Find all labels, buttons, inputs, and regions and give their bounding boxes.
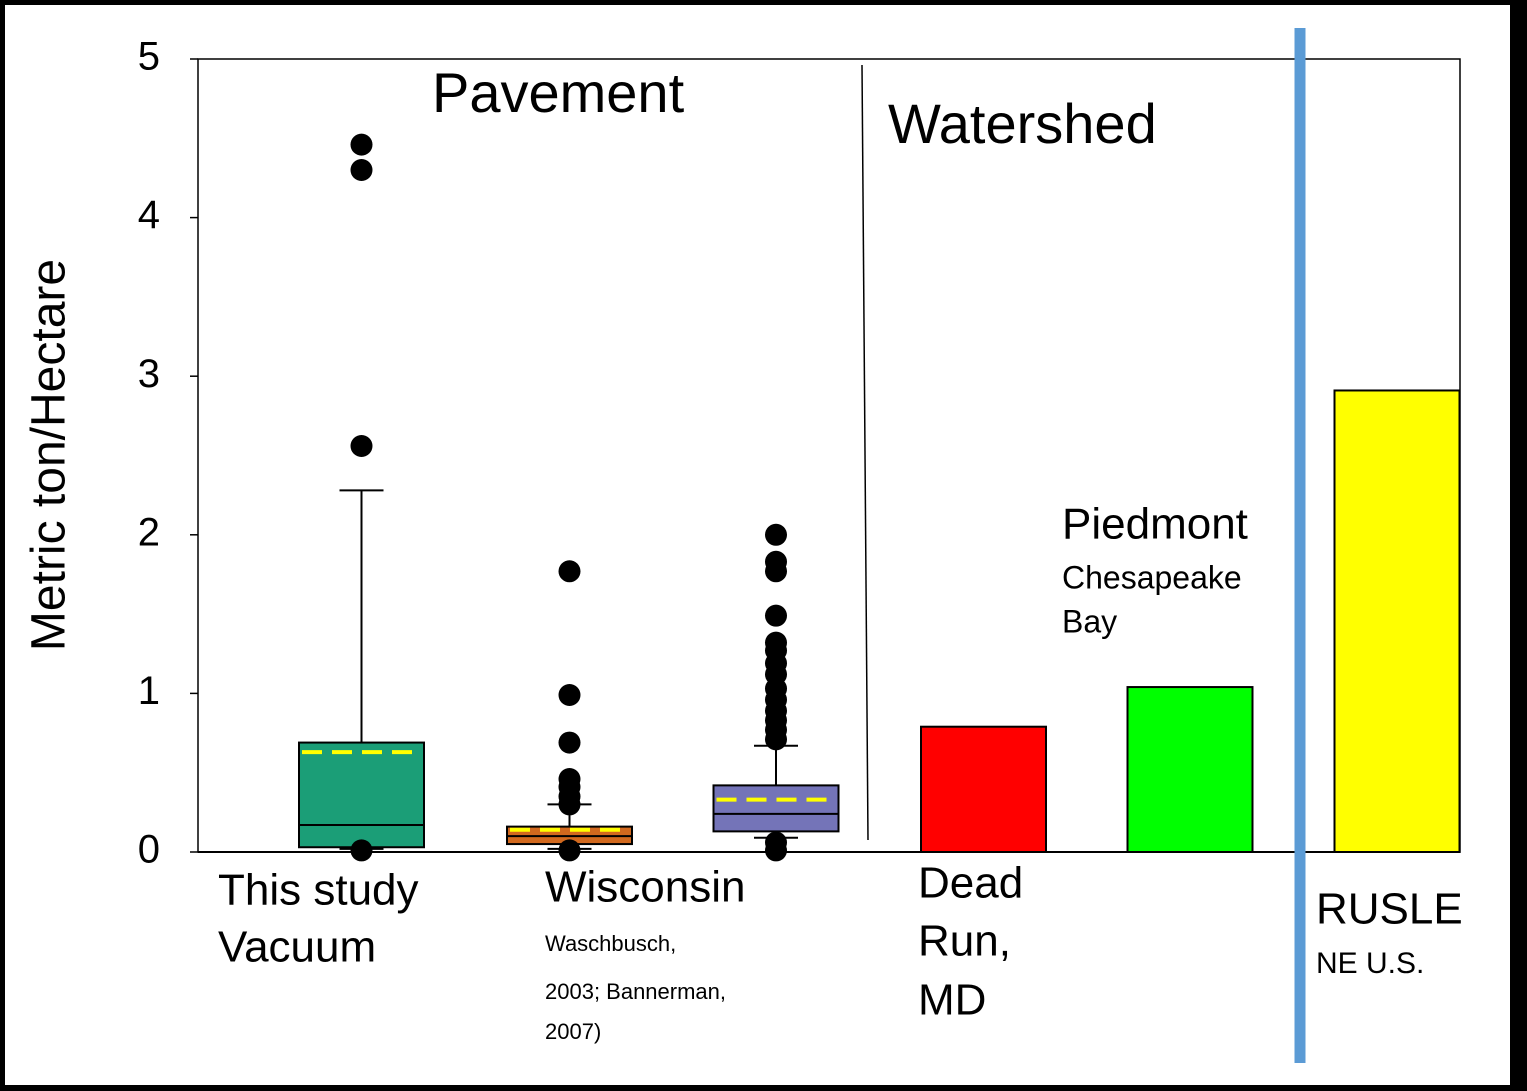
y-tick-label: 1 — [138, 669, 160, 713]
background — [5, 5, 1510, 1085]
outlier — [765, 523, 787, 546]
y-tick-label: 3 — [138, 352, 160, 396]
category-label: RUSLE — [1316, 885, 1463, 934]
outlier — [350, 839, 373, 862]
outlier — [558, 560, 581, 583]
outlier — [350, 133, 373, 156]
outlier — [558, 683, 581, 706]
box — [298, 741, 425, 849]
y-tick-label: 4 — [138, 193, 160, 237]
divider — [861, 64, 869, 841]
category-label: MD — [918, 976, 986, 1025]
outlier — [765, 631, 787, 654]
category-note: 2003; Bannerman, — [545, 979, 726, 1004]
y-axis-label: Metric ton/Hectare — [23, 259, 76, 651]
category-label: Vacuum — [218, 923, 376, 972]
bar — [1126, 686, 1254, 854]
y-tick-label: 0 — [138, 828, 160, 872]
bar — [1333, 389, 1461, 853]
category-label: This study — [218, 866, 419, 915]
box — [712, 784, 840, 833]
category-note: 2007) — [545, 1019, 601, 1044]
outlier — [765, 831, 787, 854]
category-note: Bay — [1062, 603, 1117, 639]
category-label: Wisconsin — [545, 863, 746, 912]
category-label: Piedmont — [1062, 500, 1248, 549]
outlier — [765, 550, 787, 573]
y-tick-label: 2 — [138, 510, 160, 554]
outlier — [558, 768, 581, 791]
outlier — [558, 731, 581, 754]
category-label: Dead — [918, 859, 1023, 908]
outlier — [350, 434, 373, 457]
category-note: NE U.S. — [1316, 947, 1424, 980]
category-note: Waschbusch, — [545, 931, 676, 956]
outlier — [765, 604, 787, 627]
annotation: Watershed — [888, 92, 1157, 155]
category-label: Run, — [918, 917, 1011, 966]
y-tick-label: 5 — [138, 35, 160, 79]
category-note: Chesapeake — [1062, 559, 1242, 595]
outlier — [558, 839, 581, 862]
annotation: Pavement — [432, 61, 685, 124]
bar — [920, 725, 1047, 853]
outlier — [350, 159, 373, 182]
